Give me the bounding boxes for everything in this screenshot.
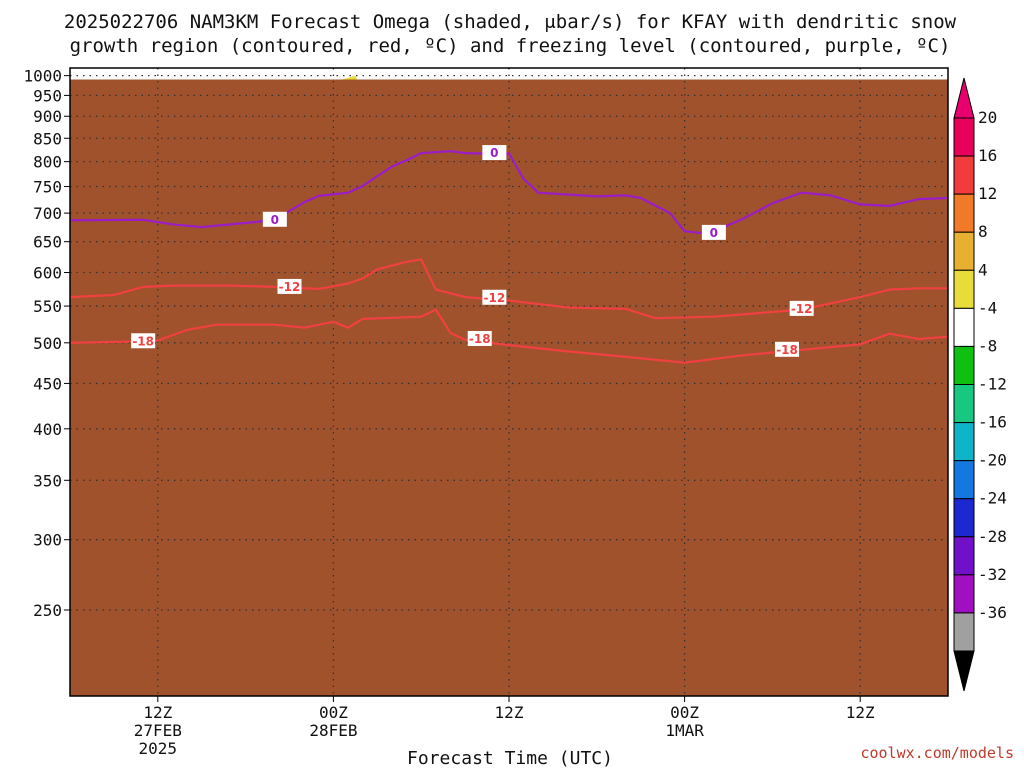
x-tick-label-6: 12Z [143, 703, 172, 722]
contour-label-1-0: -12 [279, 280, 301, 294]
y-tick-label-400: 400 [33, 420, 62, 439]
y-tick-label-900: 900 [33, 107, 62, 126]
y-tick-label-500: 500 [33, 334, 62, 353]
colorbar-label-11: -28 [978, 527, 1007, 546]
colorbar-swatch-3 [953, 231, 975, 271]
colorbar-label-5: -4 [978, 298, 997, 317]
y-tick-label-650: 650 [33, 233, 62, 252]
contour-label-bg [277, 278, 302, 294]
colorbar-swatch-7 [953, 384, 975, 424]
grid-lines [70, 68, 948, 696]
colorbar-swatch-8 [953, 422, 975, 462]
contour-label-bg [701, 224, 726, 240]
x-tick-label-42: 00Z [670, 703, 699, 722]
x-tick-year-6: 2025 [139, 739, 178, 758]
contour-label-bg [482, 145, 507, 161]
y-tick-label-1000: 1000 [23, 67, 62, 86]
x-tick-label-18: 00Z [319, 703, 348, 722]
contour-label-0-1: -18 [469, 332, 491, 346]
colorbar-swatch-10 [953, 498, 975, 538]
colorbar-swatch-2 [953, 193, 975, 233]
colorbar-label-13: -36 [978, 603, 1007, 622]
contour-label-0-0: -18 [132, 334, 154, 348]
colorbar: 20 16 12 8 4 -4 -8 -12 -16 -20 -24 -28 -32 -36 [953, 77, 1007, 692]
y-tick-label-700: 700 [33, 204, 62, 223]
x-tick-label-54: 12Z [846, 703, 875, 722]
y-tick-label-450: 450 [33, 374, 62, 393]
contour-label-2-2: 0 [710, 226, 718, 240]
contour-label-bg [262, 211, 287, 227]
colorbar-label-9: -20 [978, 451, 1007, 470]
colorbar-swatch-11 [953, 536, 975, 576]
contour-label-1-2: -12 [791, 302, 813, 316]
y-tick-label-950: 950 [33, 86, 62, 105]
chart-title-line-1: 2025022706 NAM3KM Forecast Omega (shaded… [64, 11, 957, 33]
colorbar-label-8: -16 [978, 413, 1007, 432]
colorbar-label-1: 16 [978, 146, 997, 165]
contour-label-bg [131, 333, 156, 349]
y-tick-label-800: 800 [33, 153, 62, 172]
colorbar-bottom-arrow [953, 650, 975, 692]
colorbar-label-2: 12 [978, 184, 997, 203]
colorbar-swatch-1 [953, 155, 975, 195]
contour-label-bg [467, 330, 492, 346]
colorbar-label-4: 4 [978, 260, 988, 279]
contour-line-0 [69, 308, 949, 364]
colorbar-label-7: -12 [978, 375, 1007, 394]
contour-label-bg [775, 341, 800, 357]
y-tick-label-300: 300 [33, 531, 62, 550]
contour-label-bg [789, 300, 814, 316]
x-tick-date-42: 1MAR [665, 721, 704, 740]
contour-lines: -18 -18 -18 -12 -12 -12 0 0 0 [69, 145, 949, 364]
colorbar-swatch-13 [953, 612, 975, 652]
x-tick-label-30: 12Z [495, 703, 524, 722]
contour-label-0-2: -18 [776, 343, 798, 357]
chart-title-line-2: growth region (contoured, red, ºC) and f… [70, 35, 951, 57]
y-tick-label-750: 750 [33, 178, 62, 197]
colorbar-label-12: -32 [978, 565, 1007, 584]
colorbar-swatch-0 [953, 117, 975, 157]
colorbar-swatch-9 [953, 460, 975, 500]
contour-label-2-0: 0 [271, 213, 279, 227]
plot-area: -18 -18 -18 -12 -12 -12 0 0 0 [69, 67, 949, 697]
colorbar-label-6: -8 [978, 336, 997, 355]
colorbar-swatch-4 [953, 269, 975, 309]
colorbar-top-arrow [953, 77, 975, 119]
colorbar-label-10: -24 [978, 489, 1007, 508]
y-tick-label-350: 350 [33, 471, 62, 490]
y-tick-label-600: 600 [33, 264, 62, 283]
colorbar-swatch-12 [953, 574, 975, 614]
x-tick-date-6: 27FEB [134, 721, 182, 740]
y-tick-label-850: 850 [33, 129, 62, 148]
credit-text: coolwx.com/models [860, 744, 1014, 762]
colorbar-label-0: 20 [978, 108, 997, 127]
y-tick-label-250: 250 [33, 601, 62, 620]
colorbar-swatch-6 [953, 345, 975, 385]
x-axis-title: Forecast Time (UTC) [407, 748, 613, 768]
y-tick-label-550: 550 [33, 297, 62, 316]
colorbar-swatch-5 [953, 307, 975, 347]
x-tick-date-18: 28FEB [309, 721, 357, 740]
contour-label-1-1: -12 [484, 291, 506, 305]
contour-label-bg [482, 289, 507, 305]
pressure-axis: 250 300 350 400 450 500 550 600 650 700 750 800 850 9… [23, 67, 70, 620]
colorbar-label-3: 8 [978, 222, 988, 241]
contour-label-2-1: 0 [490, 146, 498, 160]
